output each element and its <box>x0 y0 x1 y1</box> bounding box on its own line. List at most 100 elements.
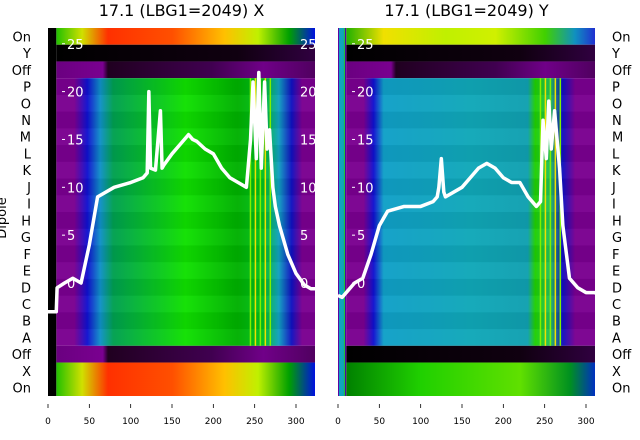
profile-ytick-label-right: 15 <box>300 133 317 148</box>
row-label: G <box>612 231 622 246</box>
row-label: On <box>612 30 630 45</box>
row-label: Off <box>612 64 632 79</box>
heatmap-band <box>56 345 316 363</box>
row-label: Y <box>22 47 31 62</box>
row-label: I <box>612 198 616 213</box>
heatmap-row <box>56 245 316 263</box>
row-label: On <box>13 382 31 397</box>
profile-ytick-label: 25 <box>67 38 84 53</box>
heatmap-row <box>56 329 315 346</box>
row-label: D <box>21 281 31 296</box>
row-label: Y <box>611 47 620 62</box>
panels-group: 17.1 (LBG1=2049) XOnYOffPONMLKJIHGFEDCBA… <box>0 1 632 427</box>
x-tick-label: 150 <box>163 417 180 427</box>
heatmap-band <box>56 44 316 62</box>
heatmap-row <box>56 229 315 246</box>
heatmap-streak <box>539 78 542 346</box>
heatmap-band <box>56 61 316 79</box>
row-label: H <box>21 214 31 229</box>
row-label: I <box>27 198 31 213</box>
heatmap-row <box>346 278 595 296</box>
heatmap-band <box>346 44 595 62</box>
heatmap-row <box>56 111 316 129</box>
row-label: X <box>612 365 621 380</box>
profile-ytick-label: 5 <box>67 229 75 244</box>
profile-line <box>337 99 607 300</box>
profile-ytick-label: 20 <box>67 86 84 101</box>
row-label: H <box>612 214 622 229</box>
heatmap-streak <box>554 78 557 346</box>
chart-title: 17.1 (LBG1=2049) X <box>99 1 265 20</box>
x-tick-label: 100 <box>412 417 429 427</box>
x-tick-label: 0 <box>335 417 341 427</box>
row-label: G <box>21 231 31 246</box>
heatmap-row <box>56 178 316 196</box>
row-label: E <box>23 265 31 280</box>
x-tick-label: 100 <box>122 417 139 427</box>
row-label: F <box>612 248 619 263</box>
row-label: A <box>22 331 31 346</box>
heatmap-streak <box>254 78 257 346</box>
row-label: C <box>22 298 31 313</box>
profile-ytick-label-right: 5 <box>300 229 308 244</box>
row-label: J <box>611 181 616 196</box>
heatmap-row <box>56 312 316 330</box>
row-label: N <box>612 114 622 129</box>
x-tick-label: 50 <box>374 417 386 427</box>
profile-ytick-label: 10 <box>67 181 84 196</box>
heatmap-row <box>346 262 595 279</box>
profile-ytick-label: 15 <box>67 133 84 148</box>
row-label: A <box>612 331 621 346</box>
profile-ytick-label-right: 10 <box>300 181 317 196</box>
heatmap-band <box>346 28 595 45</box>
row-label: On <box>13 30 31 45</box>
row-label: B <box>22 315 31 330</box>
profile-ytick-label: 10 <box>357 181 374 196</box>
row-label: D <box>612 281 622 296</box>
heatmap-streak <box>264 78 267 346</box>
panel-y: 17.1 (LBG1=2049) Y On Y Off PONMLKJIHGFEDCBA… <box>335 1 632 427</box>
x-tick-label: 300 <box>577 417 594 427</box>
profile-ytick-label: 20 <box>357 86 374 101</box>
blank-column <box>48 28 57 396</box>
profile-ytick-label: 0 <box>67 277 75 292</box>
heatmap-row <box>346 178 595 196</box>
x-tick-label: 200 <box>495 417 512 427</box>
heatmap-row <box>346 145 595 162</box>
heatmap-row <box>346 245 595 263</box>
x-tick-label: 250 <box>246 417 263 427</box>
row-label: B <box>612 315 621 330</box>
heatmap-row <box>346 296 595 313</box>
y-axis-label: Dipole <box>0 197 10 238</box>
chart-title: 17.1 (LBG1=2049) Y <box>384 1 549 20</box>
row-label: O <box>612 97 622 112</box>
heatmap-row <box>56 262 315 279</box>
heatmap-band <box>56 362 316 396</box>
heatmap-streak <box>559 78 562 346</box>
heatmap-row <box>56 296 315 313</box>
row-label: M <box>612 131 623 146</box>
heatmap-row <box>346 312 595 330</box>
row-label: Off <box>12 64 32 79</box>
heatmap-streak <box>259 78 262 346</box>
heatmap-row <box>346 229 595 246</box>
x-tick-label: 150 <box>453 417 470 427</box>
profile-ytick-label: 15 <box>357 133 374 148</box>
row-label: M <box>20 131 31 146</box>
heatmap-streak <box>544 78 547 346</box>
row-label: Off <box>612 348 632 363</box>
x-tick-label: 50 <box>84 417 96 427</box>
row-label: P <box>23 81 31 96</box>
row-label: J <box>26 181 31 196</box>
row-label: N <box>21 114 31 129</box>
row-label: O <box>21 97 31 112</box>
heatmap-row <box>56 78 316 95</box>
heatmap-streak <box>269 78 272 346</box>
heatmap-row <box>56 145 316 162</box>
profile-line <box>48 70 317 314</box>
heatmap-row <box>56 278 316 296</box>
heatmap-row <box>346 111 595 129</box>
heatmap-row <box>346 329 595 346</box>
row-label: K <box>612 164 621 179</box>
